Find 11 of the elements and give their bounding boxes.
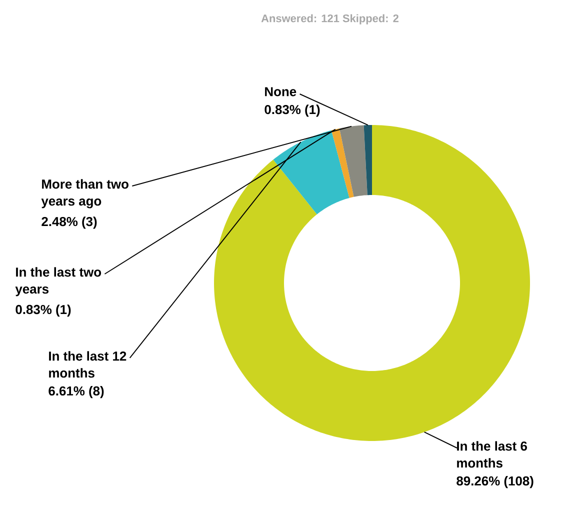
slice-label: In the last 12 months [49,351,126,378]
slice-label: None [265,87,296,96]
data-label: 0.83% (1) [264,104,320,117]
data-label: 2.48% (3) [42,216,97,229]
slice-label: In the last two years [15,267,102,296]
text: Answered: 121 Skipped: 2 [261,14,398,24]
data-label: 89.26% (108) [456,476,534,488]
data-label: 6.61% (8) [48,386,104,398]
slice-label: In the last 6 months [457,441,527,468]
data-label: 0.83% (1) [16,304,71,317]
slice-label: More than two years ago [41,179,128,208]
